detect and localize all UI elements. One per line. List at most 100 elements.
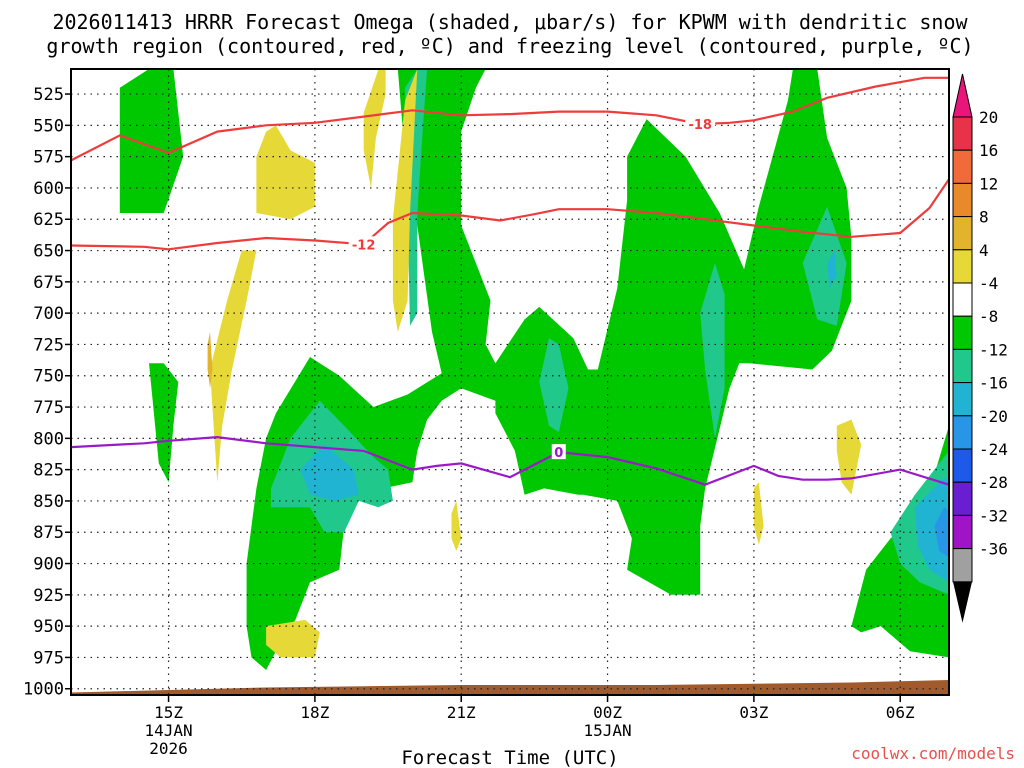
contour-line--18 (71, 76, 949, 162)
gridlines (71, 69, 949, 695)
colorbar-segment-6 (952, 282, 973, 317)
ytick-label-550: 550 (33, 116, 64, 136)
contour-label-0: 0 (554, 446, 563, 461)
omega-region-15 (256, 125, 315, 220)
colorbar-label--36: -36 (979, 540, 1008, 559)
ytick-label-525: 525 (33, 85, 64, 105)
omega-region-16 (363, 69, 386, 188)
colorbar-label--24: -24 (979, 440, 1008, 459)
colorbar-label--20: -20 (979, 407, 1008, 426)
xtick-label-21Z: 21Z (447, 703, 476, 722)
xtick-label-03Z: 03Z (739, 703, 768, 722)
colorbar-label--28: -28 (979, 473, 1008, 492)
ytick-label-925: 925 (33, 586, 64, 606)
colorbar-segment-12 (952, 481, 973, 516)
colorbar-segment-13 (952, 514, 973, 550)
site-credit: coolwx.com/models (851, 744, 1015, 763)
omega-region-20 (753, 482, 764, 545)
omega-region-21 (836, 419, 862, 495)
colorbar-segment-14 (952, 548, 973, 583)
ytick-label-975: 975 (33, 648, 64, 668)
colorbar-label-20: 20 (979, 108, 998, 127)
colorbar-label--32: -32 (979, 506, 1008, 525)
omega-region-9 (802, 206, 847, 326)
chart-title-line1: 2026011413 HRRR Forecast Omega (shaded, … (52, 10, 968, 34)
omega-region-18 (392, 69, 418, 332)
colorbar-segment-5 (952, 249, 973, 284)
x-axis-label: Forecast Time (UTC) (401, 747, 618, 768)
ytick-label-775: 775 (33, 398, 64, 418)
contour-label--12: -12 (352, 238, 376, 253)
ytick-label-750: 750 (33, 367, 64, 387)
omega-region-8 (700, 263, 725, 439)
omega-region-17 (210, 250, 257, 483)
xtick-date-00Z: 15JAN (583, 721, 631, 740)
plot-frame (70, 68, 950, 696)
colorbar-segment-10 (952, 415, 973, 450)
colorbar-segment-4 (952, 216, 973, 251)
contour-label-bg--18 (685, 116, 716, 132)
omega-region-1 (119, 69, 184, 213)
contour-label-bg--12 (348, 236, 379, 252)
colorbar-label--16: -16 (979, 374, 1008, 393)
colorbar-top-arrow (952, 73, 973, 118)
contour-lines (71, 76, 949, 486)
colorbar-label-12: 12 (979, 174, 998, 193)
chart-title-line2: growth region (contoured, red, ºC) and f… (46, 34, 973, 58)
ytick-label-625: 625 (33, 210, 64, 230)
contour-labels: -18 -12 0 (348, 116, 716, 461)
contour-line--12 (71, 178, 949, 251)
ytick-label-600: 600 (33, 179, 64, 199)
ytick-label-800: 800 (33, 429, 64, 449)
colorbar-label--8: -8 (979, 307, 998, 326)
omega-region-14 (934, 507, 949, 558)
colorbar-label-8: 8 (979, 208, 989, 227)
pressure-axis: 525 550 575 600 625 650 675 700 725 750 775 800 825 8… (23, 85, 71, 700)
colorbar-label-16: 16 (979, 141, 998, 160)
ytick-label-875: 875 (33, 523, 64, 543)
omega-region-7 (539, 338, 569, 433)
ytick-label-575: 575 (33, 148, 64, 168)
ytick-label-700: 700 (33, 304, 64, 324)
ytick-label-650: 650 (33, 242, 64, 262)
xtick-label-06Z: 06Z (886, 703, 915, 722)
omega-region-13 (914, 475, 949, 583)
plot-area (71, 69, 949, 695)
colorbar: 20 16 12 8 4 -4 -8 -12 -16 -20 -24 -28 -32 -36 (952, 73, 1008, 623)
ytick-label-900: 900 (33, 555, 64, 575)
ytick-label-825: 825 (33, 461, 64, 481)
contour-label-bg-0 (551, 444, 566, 460)
ytick-label-950: 950 (33, 617, 64, 637)
colorbar-segment-1 (952, 116, 973, 151)
colorbar-label--12: -12 (979, 340, 1008, 359)
xtick-label-00Z: 00Z (593, 703, 622, 722)
colorbar-segment-2 (952, 149, 973, 184)
contour-label--18: -18 (688, 118, 712, 133)
omega-region-19 (451, 500, 462, 551)
terrain-layer (71, 680, 949, 695)
colorbar-segment-9 (952, 382, 973, 417)
omega-region-12 (827, 250, 837, 289)
colorbar-segment-8 (952, 348, 973, 384)
colorbar-label-4: 4 (979, 241, 989, 260)
terrain-fill (71, 680, 949, 695)
omega-region-22 (266, 619, 320, 658)
ytick-label-725: 725 (33, 335, 64, 355)
colorbar-label--4: -4 (979, 274, 998, 293)
xtick-date-15Z: 14JAN (144, 721, 192, 740)
omega-region-23 (207, 331, 213, 389)
contour-line-0 (71, 435, 949, 486)
colorbar-bottom-arrow (953, 581, 972, 623)
colorbar-segment-7 (952, 315, 973, 350)
ytick-label-850: 850 (33, 492, 64, 512)
colorbar-segment-3 (952, 182, 973, 218)
ytick-label-1000: 1000 (23, 680, 64, 700)
colorbar-segment-11 (952, 448, 973, 483)
xtick-label-15Z: 15Z (154, 703, 183, 722)
xtick-label-18Z: 18Z (300, 703, 329, 722)
xtick-year-15Z: 2026 (149, 739, 188, 758)
omega-region-2 (149, 363, 179, 483)
ytick-label-675: 675 (33, 273, 64, 293)
